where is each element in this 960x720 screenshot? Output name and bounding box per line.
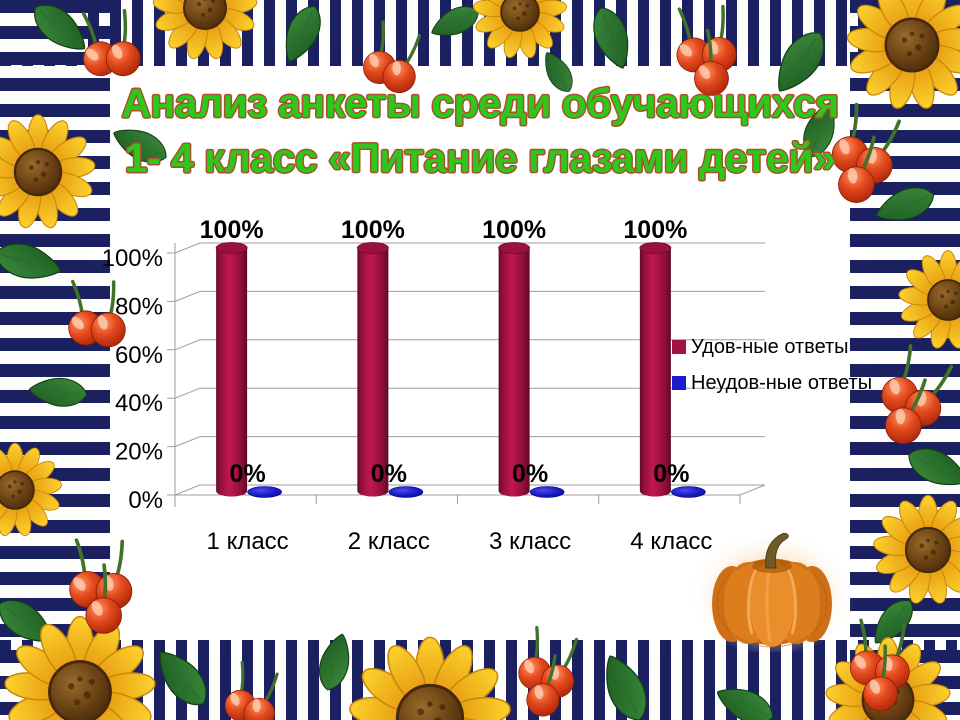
bar-cylinder (498, 248, 530, 491)
y-axis-label: 0% (128, 487, 163, 514)
x-axis-label: 4 класс (630, 528, 712, 555)
data-label: 100% (341, 216, 405, 244)
data-label: 100% (623, 216, 687, 244)
legend-label: Удов-ные ответы (691, 336, 849, 358)
border-stripes-top (0, 0, 960, 52)
data-label: 0% (653, 460, 689, 488)
title-line-2: 1- 4 класс «Питание глазами детей» (124, 134, 836, 181)
border-checker-top (0, 52, 960, 66)
data-label: 0% (230, 460, 266, 488)
legend-swatch (672, 340, 686, 354)
bar-chart: 0% 20% 40% 60% 80% 100% 1 класс 100% 0% 2 класс 10… (102, 216, 872, 555)
bar-cylinder (216, 248, 248, 491)
bar-cylinder (357, 248, 389, 491)
y-axis-label: 60% (115, 342, 163, 369)
chart-plot: 0% 20% 40% 60% 80% 100% 1 класс 100% 0% 2 класс 10… (102, 216, 766, 555)
x-axis-label: 3 класс (489, 528, 571, 555)
y-axis-label: 100% (102, 245, 163, 272)
data-label: 100% (200, 216, 264, 244)
legend-label: Неудов-ные ответы (691, 372, 872, 394)
y-axis-label: 20% (115, 439, 163, 466)
bar-flat (247, 486, 282, 498)
bar-flat (671, 486, 706, 498)
border-stripes-bottom (0, 656, 960, 720)
slide-title: Анализ анкеты среди обучающихся 1- 4 кла… (60, 76, 900, 185)
title-line-1: Анализ анкеты среди обучающихся (121, 80, 839, 126)
data-label: 100% (482, 216, 546, 244)
x-axis-label: 2 класс (348, 528, 430, 555)
data-label: 0% (512, 460, 548, 488)
data-label: 0% (371, 460, 407, 488)
x-axis-label: 1 класс (207, 528, 289, 555)
y-axis-label: 80% (115, 293, 163, 320)
pumpkin-stem (765, 533, 789, 569)
bar-flat (388, 486, 424, 498)
legend: Удов-ные ответы Неудов-ные ответы (672, 336, 872, 394)
bar-cylinder (639, 248, 671, 491)
legend-swatch (672, 376, 686, 390)
bar-flat (529, 486, 565, 498)
y-axis-label: 40% (115, 390, 163, 417)
pumpkin-image (690, 532, 854, 652)
